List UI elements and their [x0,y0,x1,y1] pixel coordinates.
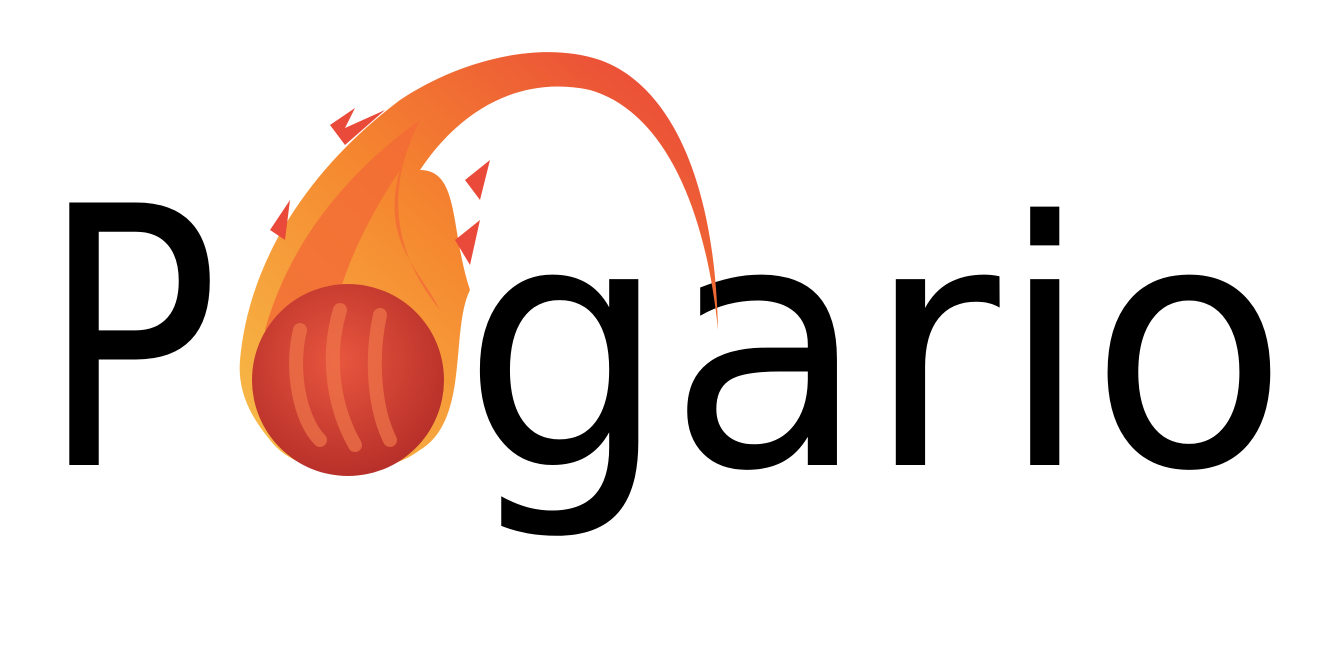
logo-letter: P [40,131,220,550]
logo-text: gario [462,150,1288,546]
fireball [239,52,718,476]
